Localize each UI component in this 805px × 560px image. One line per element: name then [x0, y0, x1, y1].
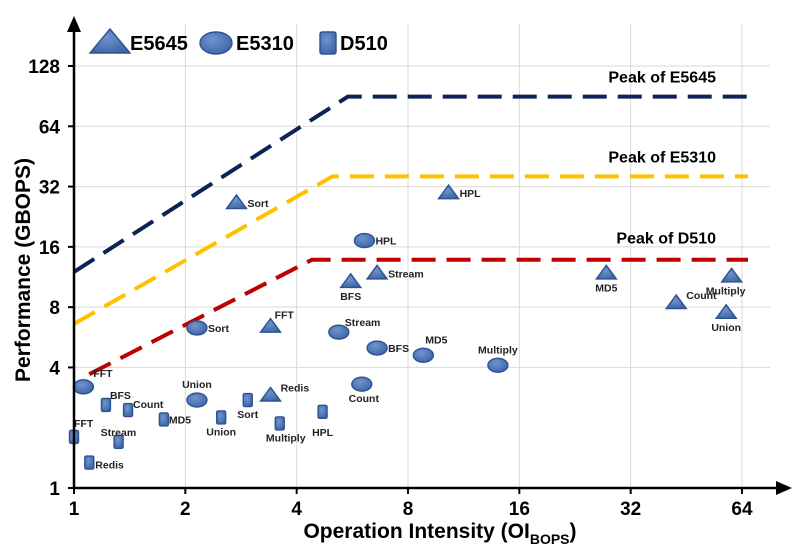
x-tick-label-32: 32 [620, 499, 641, 520]
axis-titles: Operation Intensity (OIBOPS) Performance… [12, 158, 577, 547]
point-label-e5645-count: Count [686, 290, 717, 302]
point-label-e5645-stream: Stream [388, 268, 424, 280]
point-label-e5310-bfs: BFS [388, 343, 409, 355]
point-d510-multiply [274, 416, 285, 431]
point-e5645-md5 [594, 264, 618, 280]
legend-label-e5310: E5310 [236, 33, 294, 55]
point-label-e5645-sort: Sort [247, 198, 269, 210]
y-axis-arrow [67, 16, 81, 32]
legend-entry-e5310: E5310 [199, 31, 294, 55]
roofline-e5310 [73, 174, 748, 326]
point-label-e5310-stream: Stream [345, 317, 381, 329]
rooflines: Peak of E5645 Peak of E5310 Peak of D510 [72, 70, 748, 376]
point-label-d510-union: Union [206, 426, 236, 438]
y-tick-label-32: 32 [39, 178, 60, 199]
y-tick-label-64: 64 [39, 117, 61, 138]
x-tick-label-64: 64 [731, 499, 753, 520]
legend-triangle-icon [88, 27, 132, 54]
point-label-d510-md5: MD5 [169, 414, 191, 426]
legend-label-d510: D510 [340, 33, 388, 55]
y-tick-label-16: 16 [39, 238, 60, 259]
point-e5310-fft [72, 379, 95, 395]
point-e5310-stream [328, 324, 350, 340]
point-label-d510-multiply: Multiply [266, 432, 306, 444]
point-d510-stream [113, 434, 124, 450]
y-tick-label-8: 8 [49, 298, 60, 319]
legend-entry-e5645: E5645 [88, 27, 188, 55]
point-label-d510-count: Count [133, 399, 164, 411]
x-tick-label-16: 16 [509, 499, 530, 520]
point-e5310-union [186, 392, 208, 408]
point-e5310-bfs [366, 340, 388, 356]
point-d510-hpl [317, 404, 328, 420]
x-tick-label-4: 4 [291, 499, 302, 520]
point-label-d510-stream: Stream [101, 427, 137, 439]
y-axis-title: Performance (GBOPS) [12, 158, 35, 382]
point-label-e5310-multiply: Multiply [478, 344, 518, 356]
point-label-e5310-fft: FFT [93, 368, 113, 380]
y-tick-label-4: 4 [49, 358, 60, 379]
point-e5645-bfs [339, 272, 363, 289]
point-label-e5645-bfs: BFS [340, 291, 361, 303]
x-tick-label-8: 8 [403, 499, 414, 520]
x-tick-label-1: 1 [69, 499, 80, 520]
x-axis-arrow [776, 481, 792, 495]
point-e5310-md5 [412, 347, 435, 363]
point-label-d510-redis: Redis [95, 460, 124, 472]
point-label-e5310-count: Count [349, 393, 380, 405]
data-points: SortFFTRedisBFSStreamHPLMD5CountMultiply… [68, 183, 746, 472]
point-d510-md5 [158, 412, 170, 427]
legend-ellipse-icon [199, 31, 233, 55]
point-label-d510-fft: FFT [74, 418, 94, 430]
point-label-e5310-union: Union [182, 379, 212, 391]
point-label-e5645-md5: MD5 [595, 282, 617, 294]
point-label-e5645-hpl: HPL [460, 188, 482, 200]
point-e5645-count [664, 293, 688, 310]
point-e5645-multiply [720, 267, 744, 283]
point-label-e5645-redis: Redis [281, 382, 310, 394]
point-label-e5645-fft: FFT [275, 310, 295, 322]
point-label-d510-bfs: BFS [110, 390, 131, 402]
peak-label-e5645: Peak of E5645 [608, 70, 716, 87]
y-tick-label-128: 128 [28, 57, 60, 78]
point-d510-sort [242, 392, 253, 408]
point-e5645-sort [225, 193, 248, 210]
point-d510-union [215, 410, 227, 425]
point-label-d510-hpl: HPL [312, 427, 334, 439]
point-d510-redis [84, 455, 95, 470]
legend-entry-d510: D510 [319, 31, 388, 55]
point-e5310-hpl [353, 232, 376, 249]
point-e5645-fft [259, 317, 282, 333]
point-label-d510-sort: Sort [237, 409, 259, 421]
legend-square-icon [319, 31, 337, 55]
x-tick-label-2: 2 [180, 499, 191, 520]
point-label-e5310-sort: Sort [208, 323, 230, 335]
legend-label-e5645: E5645 [130, 33, 188, 55]
point-e5310-sort [186, 320, 208, 336]
point-e5645-stream [365, 264, 389, 280]
point-label-e5645-union: Union [711, 322, 741, 334]
point-label-e5645-multiply: Multiply [706, 285, 746, 297]
point-label-e5310-md5: MD5 [425, 334, 447, 346]
point-e5310-multiply [487, 357, 509, 373]
point-e5645-redis [259, 386, 282, 402]
point-e5645-hpl [437, 183, 460, 200]
grid [73, 24, 770, 489]
point-label-e5310-hpl: HPL [375, 236, 397, 248]
point-d510-bfs [100, 397, 112, 413]
peak-label-e5310: Peak of E5310 [608, 149, 716, 166]
peak-label-d510: Peak of D510 [616, 231, 716, 248]
y-tick-label-1: 1 [49, 479, 60, 500]
legend: E5645 E5310 D510 [88, 27, 388, 55]
x-axis-title: Operation Intensity (OIBOPS) [303, 520, 576, 547]
roofline-d510 [88, 257, 748, 376]
point-d510-count [122, 402, 134, 418]
point-e5310-count [351, 376, 373, 392]
point-e5645-union [714, 303, 738, 320]
roofline-e5645 [72, 94, 748, 274]
axes: 1 2 4 8 16 32 64 1 4 8 16 32 64 128 [28, 16, 792, 520]
